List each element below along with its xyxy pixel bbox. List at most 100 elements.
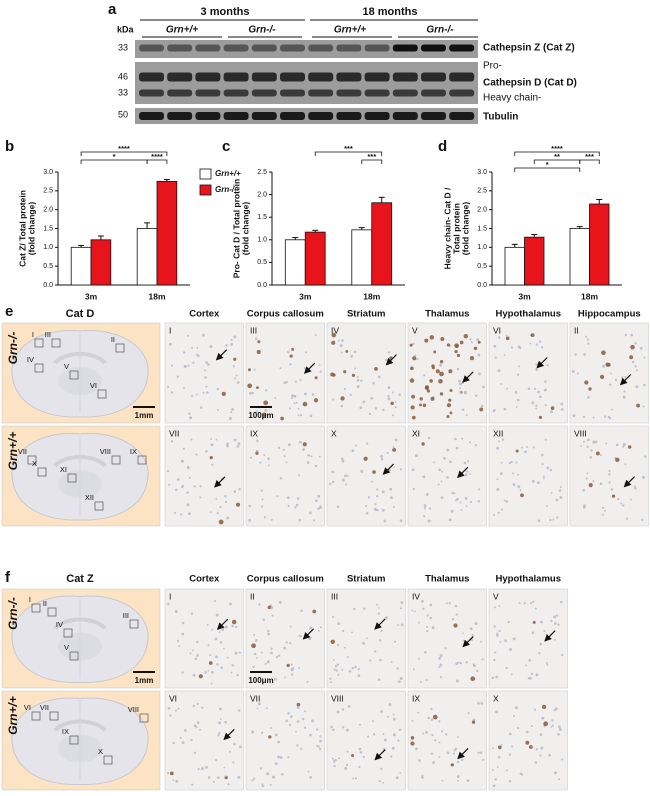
cell [290, 668, 294, 672]
cell [639, 346, 643, 350]
cell [516, 373, 520, 376]
cell [211, 628, 214, 631]
cell [542, 477, 545, 480]
cell [493, 408, 496, 412]
cell [302, 448, 305, 451]
cell [380, 458, 384, 461]
cell [351, 373, 356, 378]
cell [438, 468, 442, 472]
cell [207, 669, 210, 672]
blot-band [421, 112, 446, 120]
cell [210, 682, 213, 685]
cell [582, 488, 585, 492]
cell [541, 704, 547, 710]
cell [535, 404, 538, 407]
cell [400, 623, 404, 627]
cell [643, 356, 646, 359]
cell [339, 344, 343, 347]
cell [332, 659, 335, 661]
cell [354, 444, 357, 447]
cell [558, 489, 562, 492]
cell [530, 672, 534, 676]
cell [341, 708, 345, 711]
cell [382, 732, 385, 736]
cell [459, 340, 464, 345]
bar [90, 239, 112, 286]
cell [508, 753, 512, 756]
cell [341, 457, 344, 461]
cell [525, 730, 529, 734]
cell [178, 645, 181, 648]
cell [169, 714, 172, 717]
cell [302, 442, 307, 447]
cell [267, 457, 270, 460]
cell [210, 437, 213, 440]
cell [558, 728, 562, 731]
cell [177, 707, 180, 710]
cell [344, 474, 347, 478]
cell [238, 487, 241, 491]
cell [313, 519, 316, 522]
cell [430, 718, 434, 721]
cell [463, 333, 469, 339]
cell [175, 779, 179, 783]
region-box [34, 338, 44, 348]
cell [387, 386, 391, 390]
cell [274, 397, 277, 399]
cell [456, 779, 459, 782]
cell [554, 707, 558, 711]
region-box [34, 363, 44, 373]
cell [534, 761, 538, 764]
blot-band [449, 72, 475, 82]
cell [551, 724, 554, 727]
cell [392, 448, 397, 452]
cell [204, 671, 207, 674]
cell [291, 394, 295, 398]
significance-label: * [113, 152, 116, 161]
cell [298, 634, 301, 637]
blot-band [336, 112, 362, 120]
cell [641, 518, 644, 521]
cell [166, 772, 170, 775]
cell [261, 498, 264, 501]
x-tick-label: 18m [148, 291, 165, 301]
cell [477, 702, 480, 705]
cell [615, 443, 619, 447]
cell [257, 340, 261, 344]
cell [174, 610, 178, 614]
cell [193, 751, 196, 754]
cell [350, 354, 354, 358]
bar [136, 228, 158, 286]
cell [456, 775, 460, 779]
cell [186, 491, 189, 494]
blot-band [308, 89, 334, 97]
cell [337, 622, 341, 625]
cell [435, 369, 440, 374]
cell [199, 485, 202, 488]
cell [351, 667, 354, 670]
blot-band [280, 112, 305, 120]
cell [634, 342, 637, 345]
cell [211, 463, 214, 466]
cell [193, 485, 196, 488]
cell [583, 353, 586, 356]
cell [500, 743, 503, 747]
cell [209, 455, 213, 460]
cell [380, 455, 384, 459]
cell [196, 640, 199, 644]
cell [505, 500, 508, 503]
cell [532, 446, 535, 449]
cell [510, 460, 513, 464]
cell [319, 626, 322, 629]
cell [267, 464, 270, 467]
cell [330, 725, 333, 729]
cell [441, 779, 444, 782]
cell [181, 484, 185, 488]
cell [289, 625, 292, 628]
cell [415, 747, 418, 751]
y-tick-label: 1.0 [43, 244, 53, 251]
cell [433, 739, 437, 742]
cell [267, 632, 270, 636]
region-box-label: XI [60, 465, 67, 474]
cell [214, 637, 218, 641]
